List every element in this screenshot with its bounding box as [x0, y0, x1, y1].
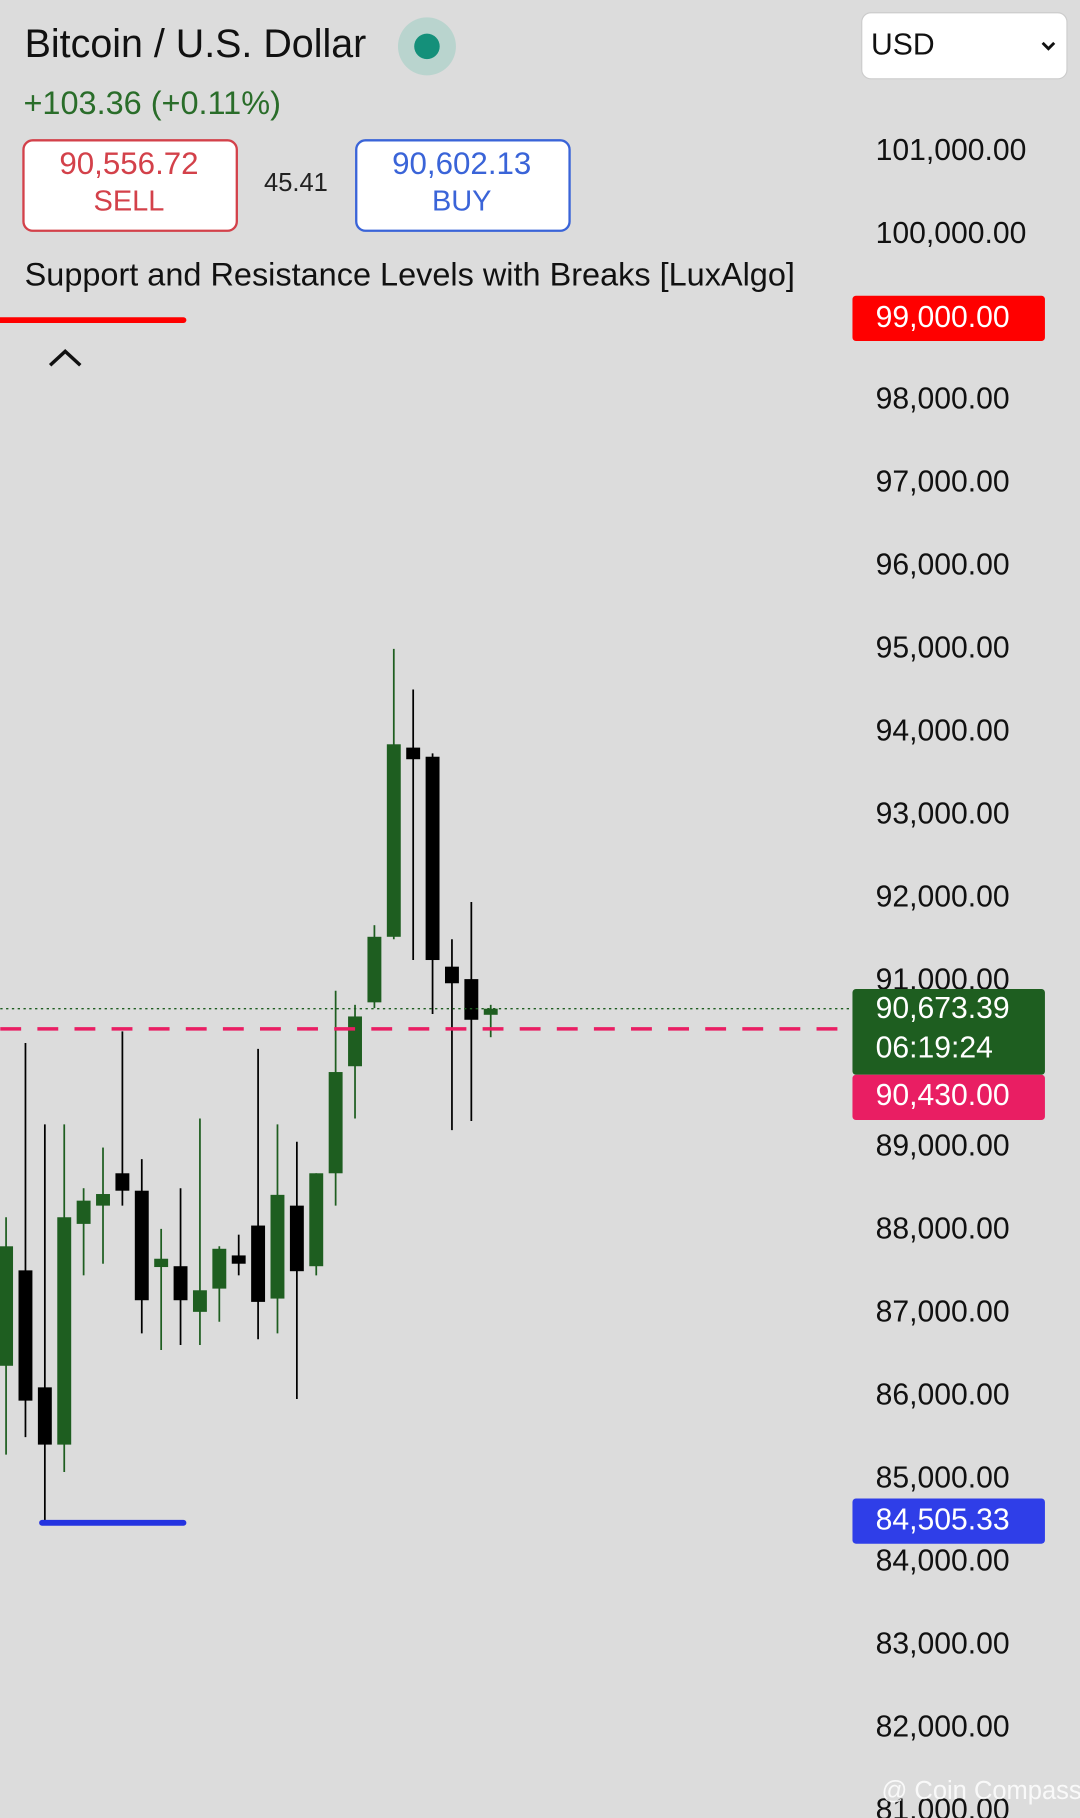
currency-select[interactable] — [861, 12, 1068, 80]
y-tick-label: 81,000.00 — [876, 1793, 1010, 1818]
y-tick-label: 94,000.00 — [876, 715, 1010, 748]
buy-price: 90,602.13 — [392, 146, 531, 181]
spread: 45.41 — [264, 169, 328, 197]
header: Bitcoin / U.S. Dollar +103.36 (+0.11%) 9… — [22, 12, 1080, 1805]
candle-body — [134, 1190, 149, 1301]
y-tick-label: 92,000.00 — [876, 881, 1010, 914]
last-price-label: 90,673.39 — [876, 992, 1010, 1025]
y-tick-label: 95,000.00 — [876, 632, 1010, 665]
candle-body — [348, 1016, 362, 1067]
candle-body — [154, 1258, 169, 1268]
support-label-box — [852, 1498, 1045, 1544]
candle-body — [483, 1008, 498, 1015]
support-label: 84,505.33 — [876, 1504, 1010, 1537]
watermark: @ Coin Compass — [881, 1777, 1080, 1805]
y-tick-label: 87,000.00 — [876, 1295, 1010, 1328]
y-tick-label: 97,000.00 — [876, 466, 1010, 499]
y-tick-label: 96,000.00 — [876, 549, 1010, 582]
y-tick-label: 82,000.00 — [876, 1710, 1010, 1743]
y-tick-label: 88,000.00 — [876, 1213, 1010, 1246]
countdown: 06:19:24 — [876, 1031, 993, 1064]
y-tick-label: 100,000.00 — [876, 217, 1027, 250]
candle-body — [192, 1290, 207, 1312]
y-tick-label: 101,000.00 — [876, 134, 1027, 167]
plot: 81,000.00 82,000.00 83,000.00 84,000.00 85,0… — [0, 134, 1045, 1818]
sell-price: 90,556.72 — [59, 146, 198, 181]
candle-body — [289, 1205, 304, 1272]
buy-label: BUY — [432, 186, 492, 218]
candle-body — [386, 744, 401, 937]
candle-body — [57, 1217, 72, 1445]
last-price-box — [852, 988, 1045, 1075]
status-dot — [414, 33, 440, 60]
y-tick-label: 85,000.00 — [876, 1461, 1010, 1494]
y-tick-label: 93,000.00 — [876, 798, 1010, 831]
candle-body — [0, 1246, 14, 1366]
breakout-label: 90,430.00 — [876, 1079, 1010, 1112]
price-axis: 81,000.00 82,000.00 83,000.00 84,000.00 85,0… — [852, 134, 1045, 1818]
candle-body — [18, 1270, 33, 1401]
y-tick-label: 98,000.00 — [876, 383, 1010, 416]
candle-body — [328, 1072, 343, 1174]
resistance-label-box — [852, 295, 1045, 341]
sell-button[interactable] — [22, 139, 238, 232]
sell-label: SELL — [94, 186, 165, 218]
indicator-name: Support and Resistance Levels with Break… — [25, 257, 795, 293]
y-tick-label: 89,000.00 — [876, 1130, 1010, 1163]
candle-body — [173, 1266, 188, 1301]
y-tick-label: 84,000.00 — [876, 1544, 1010, 1577]
candle-body — [76, 1200, 91, 1224]
currency: USD — [871, 28, 935, 61]
candle-body — [425, 756, 440, 961]
y-tick-label: 83,000.00 — [876, 1627, 1010, 1660]
resistance-label: 99,000.00 — [876, 301, 1010, 334]
y-tick-label: 86,000.00 — [876, 1378, 1010, 1411]
buy-button[interactable] — [355, 139, 571, 232]
candle-body — [270, 1194, 285, 1299]
candle-body — [96, 1194, 110, 1206]
breakout-label-box — [852, 1074, 1045, 1121]
candle-body — [444, 966, 459, 984]
candle-body — [406, 747, 421, 760]
change: +103.36 (+0.11%) — [23, 85, 280, 121]
candle-body — [37, 1387, 52, 1445]
dropdown-arrow — [1041, 41, 1056, 51]
title: Bitcoin / U.S. Dollar — [25, 22, 367, 66]
candle-body — [367, 936, 382, 1003]
candle-body — [212, 1248, 227, 1289]
candle-body — [251, 1225, 266, 1302]
collapse-toggle[interactable] — [48, 348, 82, 367]
candle-body — [115, 1173, 130, 1191]
candle-body — [464, 979, 479, 1020]
candle-body — [309, 1173, 324, 1267]
candle-body — [231, 1255, 246, 1264]
